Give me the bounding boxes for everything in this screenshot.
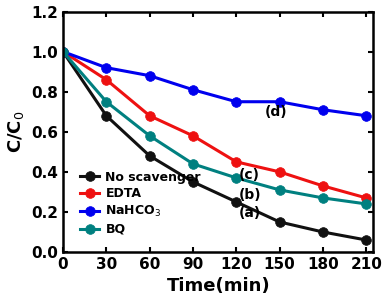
No scavenger xyxy=(104,114,109,118)
NaHCO$_3$ xyxy=(277,100,282,104)
Y-axis label: C/C$_0$: C/C$_0$ xyxy=(5,110,26,153)
BQ xyxy=(277,188,282,192)
BQ xyxy=(191,162,195,166)
Line: EDTA: EDTA xyxy=(58,47,371,203)
No scavenger xyxy=(191,180,195,184)
Text: (d): (d) xyxy=(265,105,288,119)
NaHCO$_3$ xyxy=(320,108,325,112)
Line: BQ: BQ xyxy=(58,47,371,209)
NaHCO$_3$ xyxy=(191,88,195,92)
No scavenger xyxy=(147,154,152,158)
No scavenger xyxy=(61,50,65,54)
BQ xyxy=(234,176,239,180)
Text: (c): (c) xyxy=(239,168,260,182)
NaHCO$_3$ xyxy=(61,50,65,54)
NaHCO$_3$ xyxy=(147,74,152,77)
EDTA xyxy=(234,160,239,164)
No scavenger xyxy=(277,220,282,224)
EDTA xyxy=(147,114,152,118)
BQ xyxy=(61,50,65,54)
EDTA xyxy=(364,196,369,200)
X-axis label: Time(min): Time(min) xyxy=(166,278,270,296)
NaHCO$_3$ xyxy=(364,114,369,118)
BQ xyxy=(364,202,369,206)
NaHCO$_3$ xyxy=(234,100,239,104)
Text: (a): (a) xyxy=(239,206,262,220)
EDTA xyxy=(277,170,282,174)
EDTA xyxy=(61,50,65,54)
Text: (b): (b) xyxy=(239,188,262,202)
EDTA xyxy=(104,78,109,82)
EDTA xyxy=(320,184,325,188)
EDTA xyxy=(191,134,195,138)
Line: No scavenger: No scavenger xyxy=(58,47,371,245)
Line: NaHCO$_3$: NaHCO$_3$ xyxy=(58,47,371,121)
NaHCO$_3$ xyxy=(104,66,109,70)
No scavenger xyxy=(320,230,325,234)
No scavenger xyxy=(234,200,239,204)
Legend: No scavenger, EDTA, NaHCO$_3$, BQ: No scavenger, EDTA, NaHCO$_3$, BQ xyxy=(75,166,206,241)
BQ xyxy=(320,196,325,200)
BQ xyxy=(147,134,152,138)
No scavenger xyxy=(364,238,369,242)
BQ xyxy=(104,100,109,104)
